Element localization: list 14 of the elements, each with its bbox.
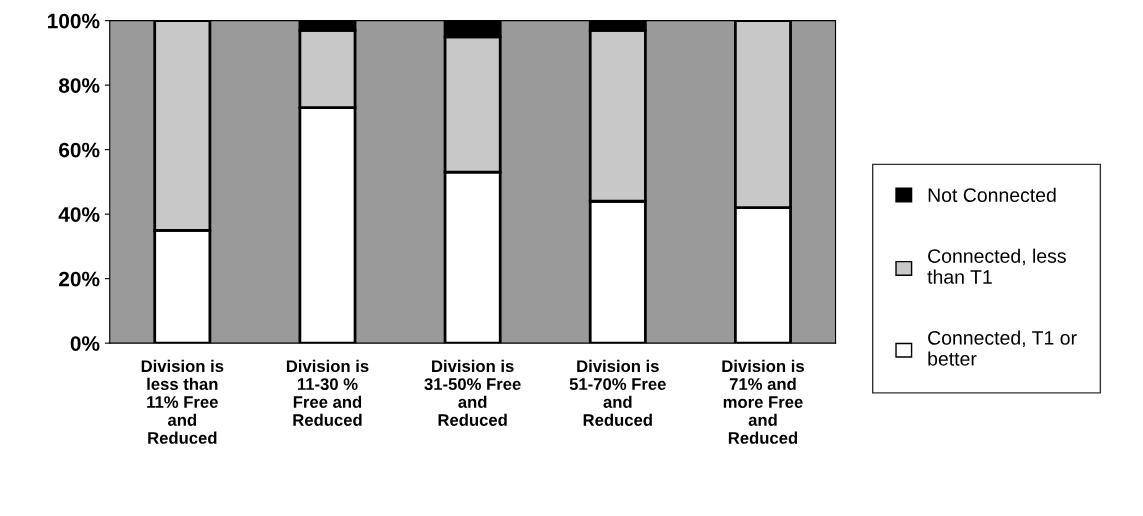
legend-label: Not Connected — [928, 187, 1056, 203]
legend-label: Connected, T1 or better — [928, 330, 1077, 366]
y-tick-label: 60% — [59, 142, 100, 158]
y-tick-label: 40% — [58, 207, 100, 222]
x-tick-label: Division is less than 11% Free and Reduced — [141, 359, 224, 444]
x-tick-label: Division is 11-30 % Free and Reduced — [286, 359, 369, 426]
y-tick-label: 80% — [58, 78, 100, 93]
x-tick-label: Division is 31-50% Free and Reduced — [424, 359, 521, 426]
x-tick-label: Division is 71% and more Free and Reduced — [722, 359, 804, 444]
y-tick-label: 20% — [59, 271, 100, 287]
y-tick-label: 0% — [70, 336, 100, 351]
legend-label: Connected, less than T1 — [927, 248, 1066, 284]
y-tick-label: 100% — [48, 13, 100, 29]
x-tick-label: Division is 51-70% Free and Reduced — [569, 359, 666, 426]
